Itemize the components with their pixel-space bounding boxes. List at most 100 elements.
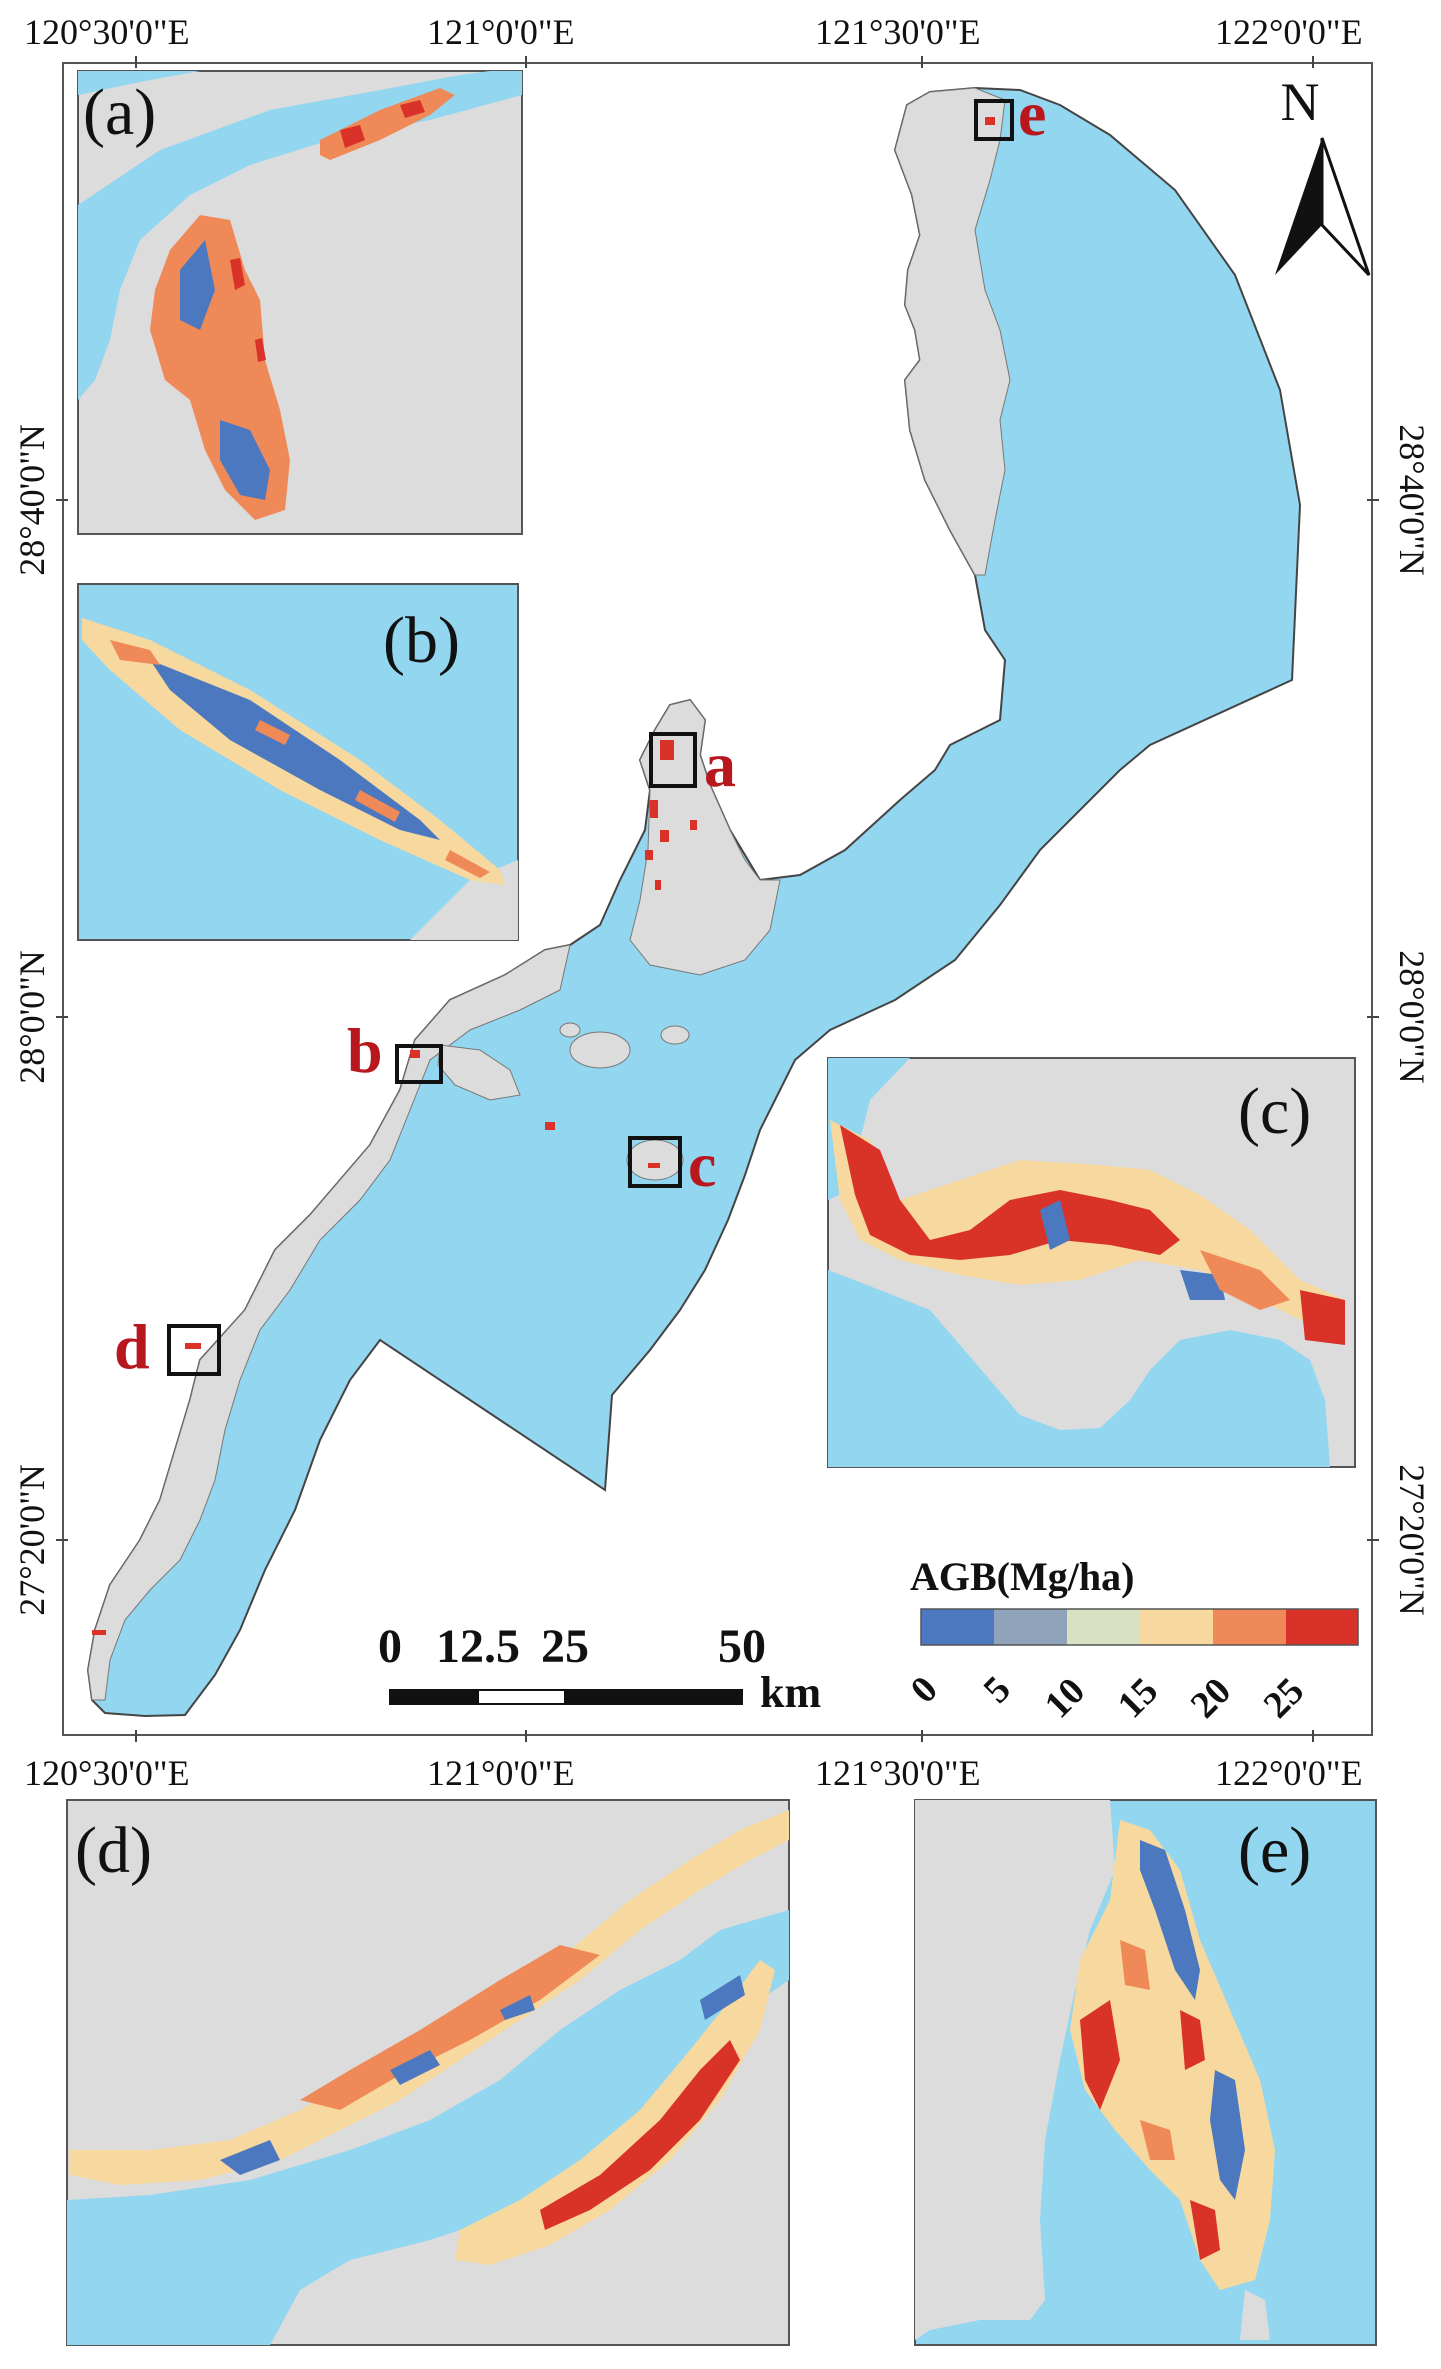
scale-segment bbox=[389, 1689, 479, 1705]
legend-swatch-5 bbox=[1286, 1609, 1358, 1645]
patch bbox=[545, 1122, 555, 1130]
scale-segment bbox=[564, 1689, 743, 1705]
lon-label-bottom: 121°30'0"E bbox=[815, 1753, 981, 1793]
inset-a-channel bbox=[78, 71, 200, 95]
lat-label-left: 27°20'0"N bbox=[12, 1464, 52, 1616]
scale-tick-label: 12.5 bbox=[436, 1620, 520, 1673]
land-west-coast bbox=[87, 944, 571, 1701]
lat-label-left: 28°0'0"N bbox=[12, 950, 52, 1084]
inset-e-land bbox=[915, 1800, 1115, 2340]
marker-box-c bbox=[628, 1136, 682, 1188]
inset-d-upper-blue bbox=[220, 1995, 535, 2175]
inset-c-red-end bbox=[1300, 1290, 1345, 1345]
lon-label-bottom: 122°0'0"E bbox=[1215, 1753, 1363, 1793]
graticule-bottom-labels: 120°30'0"E 121°0'0"E 121°30'0"E 122°0'0"… bbox=[24, 1753, 1363, 1793]
lon-label-bottom: 120°30'0"E bbox=[24, 1753, 190, 1793]
legend-swatch-0 bbox=[921, 1609, 994, 1645]
land-areas bbox=[87, 87, 1011, 1701]
inset-d-upper-red bbox=[300, 1945, 600, 2110]
lon-label-top: 121°30'0"E bbox=[815, 12, 981, 52]
inset-e-land-east bbox=[1240, 2290, 1270, 2340]
patch bbox=[690, 820, 697, 830]
patch bbox=[655, 880, 661, 890]
lat-label-right: 28°0'0"N bbox=[1392, 950, 1432, 1084]
scale-tick-label: 0 bbox=[378, 1620, 402, 1673]
legend-title: AGB(Mg/ha) bbox=[910, 1554, 1134, 1599]
legend-swatch-2 bbox=[1067, 1609, 1140, 1645]
inset-d-label: (d) bbox=[75, 1814, 152, 1887]
land-north-peninsula bbox=[894, 87, 1011, 576]
graticule-left-labels: 28°40'0"N 28°0'0"N 27°20'0"N bbox=[12, 424, 52, 1616]
lat-label-left: 28°40'0"N bbox=[12, 424, 52, 576]
marker-label-a: a bbox=[704, 729, 736, 800]
inset-d-water bbox=[67, 1910, 789, 2345]
north-label: N bbox=[1281, 72, 1320, 132]
patch bbox=[410, 1050, 420, 1058]
scale-unit: km bbox=[760, 1668, 821, 1717]
lon-label-bottom: 121°0'0"E bbox=[427, 1753, 575, 1793]
patch bbox=[660, 740, 674, 760]
inset-b: (b) bbox=[77, 583, 519, 941]
legend-swatch-3 bbox=[1140, 1609, 1213, 1645]
marker-label-b: b bbox=[347, 1015, 383, 1086]
patch bbox=[645, 850, 653, 860]
inset-b-red bbox=[110, 640, 490, 878]
graticule-ticks bbox=[56, 56, 1379, 1742]
inset-d-upper-band bbox=[70, 1810, 789, 2185]
lat-label-right: 27°20'0"N bbox=[1392, 1464, 1432, 1616]
scale-segment bbox=[477, 1689, 566, 1705]
scale-bar: 0 12.5 25 50 km bbox=[378, 1620, 821, 1717]
land-island-small-1 bbox=[660, 1025, 690, 1045]
marker-box-a bbox=[649, 732, 697, 788]
inset-marker-boxes bbox=[167, 99, 1014, 1376]
patch bbox=[660, 830, 669, 842]
lon-label-top: 122°0'0"E bbox=[1215, 12, 1363, 52]
lon-label-top: 120°30'0"E bbox=[24, 12, 190, 52]
inset-c-water bbox=[828, 1270, 1330, 1467]
inset-a: (a) bbox=[77, 70, 523, 535]
inset-a-blue-2 bbox=[220, 420, 270, 500]
patch bbox=[648, 1163, 660, 1168]
inset-e: (e) bbox=[914, 1799, 1377, 2346]
lon-label-top: 121°0'0"E bbox=[427, 12, 575, 52]
legend-swatch-1 bbox=[994, 1609, 1067, 1645]
legend-swatch-4 bbox=[1213, 1609, 1286, 1645]
patch bbox=[650, 800, 658, 818]
marker-label-e: e bbox=[1018, 78, 1046, 149]
marker-label-d: d bbox=[114, 1311, 150, 1382]
patch bbox=[185, 1343, 201, 1349]
inset-d-lower-blue bbox=[700, 1975, 745, 2020]
inset-c-blue bbox=[1040, 1200, 1225, 1300]
north-arrow-icon: N bbox=[1275, 72, 1371, 277]
inset-e-orange bbox=[1120, 1940, 1175, 2160]
mangrove-patches bbox=[92, 117, 995, 1635]
inset-c-red bbox=[840, 1125, 1180, 1260]
inset-e-red bbox=[1080, 2000, 1220, 2260]
graticule-right-labels: 28°40'0"N 28°0'0"N 27°20'0"N bbox=[1392, 424, 1432, 1616]
inset-c-label: (c) bbox=[1238, 1075, 1311, 1148]
scale-tick-label: 25 bbox=[541, 1620, 589, 1673]
inset-c: (c) bbox=[827, 1057, 1356, 1468]
marker-box-b bbox=[395, 1044, 443, 1084]
land-island-small-2 bbox=[559, 1022, 581, 1038]
inset-e-blue bbox=[1140, 1840, 1245, 2200]
marker-box-d bbox=[167, 1324, 221, 1376]
lat-label-right: 28°40'0"N bbox=[1392, 424, 1432, 576]
inset-a-label: (a) bbox=[83, 76, 156, 149]
inset-a-blue-1 bbox=[180, 240, 215, 330]
graticule-top-labels: 120°30'0"E 121°0'0"E 121°30'0"E 122°0'0"… bbox=[24, 12, 1363, 52]
land-island-center bbox=[569, 1031, 631, 1069]
inset-d: (d) bbox=[66, 1799, 790, 2346]
inset-c-orange bbox=[1200, 1250, 1290, 1310]
patch bbox=[92, 1630, 106, 1635]
scale-tick-label: 50 bbox=[718, 1620, 766, 1673]
inset-b-label: (b) bbox=[383, 604, 460, 677]
land-island-c bbox=[626, 1139, 684, 1181]
marker-label-c: c bbox=[688, 1129, 716, 1200]
inset-d-lower-red bbox=[540, 2040, 740, 2230]
patch bbox=[985, 117, 995, 125]
marker-box-e bbox=[974, 99, 1014, 141]
inset-e-label: (e) bbox=[1238, 1814, 1311, 1887]
inset-a-water bbox=[78, 71, 522, 400]
